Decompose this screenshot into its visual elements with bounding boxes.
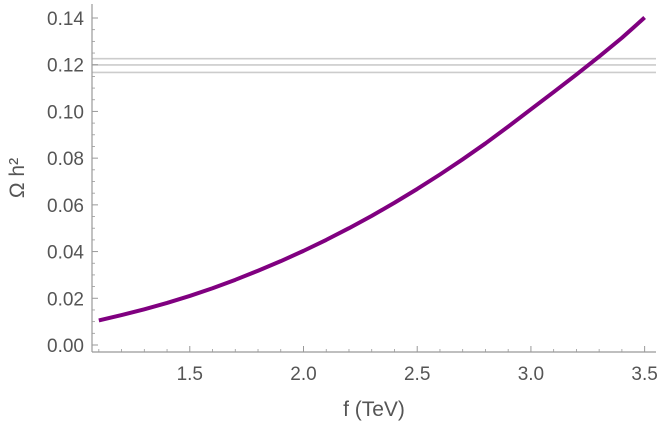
x-tick-label: 2.5	[404, 364, 430, 385]
y-ticks: 0.00 0.02 0.04 0.06 0.08 0.10 0.12 0.14	[47, 9, 98, 357]
x-tick-label: 3.0	[518, 364, 544, 385]
y-tick-label: 0.00	[47, 336, 84, 357]
axes	[91, 4, 656, 353]
y-tick-label: 0.14	[47, 9, 84, 30]
y-tick-label: 0.08	[47, 149, 84, 170]
x-tick-label: 3.5	[631, 364, 657, 385]
series-line	[98, 16, 646, 323]
x-ticks: 1.5 2.0 2.5 3.0 3.5	[98, 346, 658, 385]
series-group	[98, 16, 646, 323]
y-tick-label: 0.02	[47, 289, 84, 310]
x-tick-label: 1.5	[177, 364, 203, 385]
x-tick-label: 2.0	[290, 364, 316, 385]
y-tick-label: 0.06	[47, 196, 84, 217]
y-tick-label: 0.12	[47, 56, 84, 77]
y-tick-label: 0.04	[47, 243, 84, 264]
x-axis-label: f (TeV)	[343, 398, 405, 421]
reference-lines	[92, 57, 656, 74]
y-tick-label: 0.10	[47, 102, 84, 123]
y-axis-label: Ω h²	[6, 158, 29, 198]
